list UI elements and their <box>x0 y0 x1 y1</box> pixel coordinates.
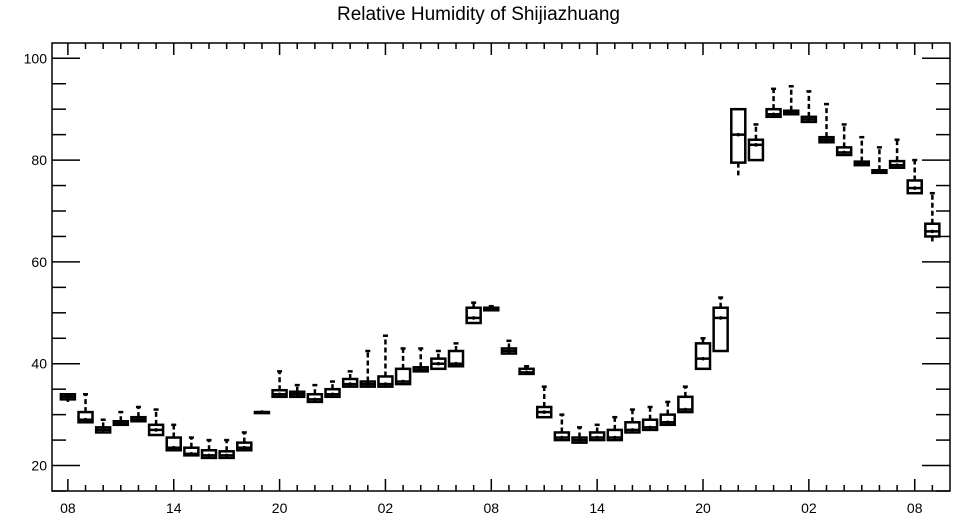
box-mean-dot <box>718 316 723 320</box>
box-mean-dot <box>595 435 599 440</box>
box-mean-dot <box>489 306 494 311</box>
box-mean-dot <box>313 397 317 402</box>
box-mean-dot <box>207 453 211 458</box>
box-mean-dot <box>789 110 794 115</box>
plot-frame <box>51 42 951 492</box>
box-mean-dot <box>454 361 458 366</box>
box <box>641 418 659 432</box>
box-mean-dot <box>242 445 247 450</box>
box-mean-dot <box>83 417 88 422</box>
box-mean-dot <box>701 356 705 361</box>
box-mean-dot <box>154 428 158 432</box>
box-mean-dot <box>136 417 141 422</box>
box-mean-dot <box>930 229 935 234</box>
x-tick-label: 20 <box>695 500 711 516</box>
box-mean-dot <box>524 370 529 375</box>
box-mean-dot <box>365 382 370 386</box>
box <box>465 306 482 325</box>
box-mean-dot <box>119 422 123 426</box>
box-mean-dot <box>224 453 229 458</box>
box-mean-dot <box>859 161 864 166</box>
box-mean-dot <box>771 112 776 117</box>
box-mean-dot <box>665 420 670 425</box>
box-mean-dot <box>171 445 176 450</box>
box-mean-dot <box>189 452 194 456</box>
box-mean-dot <box>895 163 899 167</box>
box-mean-dot <box>912 186 917 190</box>
box-mean-dot <box>577 438 582 442</box>
box-mean-dot <box>736 132 741 137</box>
box-mean-dot <box>877 170 882 174</box>
box <box>377 375 394 388</box>
box <box>659 413 676 427</box>
y-tick-label: 60 <box>31 254 47 270</box>
box <box>447 349 465 368</box>
box <box>694 342 712 371</box>
x-tick-label: 08 <box>907 500 923 516</box>
x-tick-label: 14 <box>589 500 605 516</box>
box <box>624 421 641 434</box>
box-mean-dot <box>824 137 829 142</box>
box-mean-dot <box>383 382 388 386</box>
x-tick-label: 08 <box>484 500 500 516</box>
box <box>712 306 729 353</box>
box-mean-dot <box>471 316 476 320</box>
box <box>77 410 94 424</box>
box-mean-dot <box>648 425 652 430</box>
y-tick-label: 20 <box>31 458 47 474</box>
box <box>747 138 765 162</box>
box-mean-dot <box>507 349 511 353</box>
box-mean-dot <box>807 117 811 122</box>
box-mean-dot <box>101 428 105 432</box>
x-tick-label: 08 <box>60 500 76 516</box>
box-mean-dot <box>842 150 846 155</box>
box-mean-dot <box>295 392 300 397</box>
box-mean-dot <box>560 435 564 440</box>
x-tick-label: 02 <box>801 500 817 516</box>
box-mean-dot <box>683 407 688 412</box>
box-mean-dot <box>260 410 264 414</box>
box-mean-dot <box>401 379 405 384</box>
box <box>394 367 412 386</box>
box-mean-dot <box>66 395 70 399</box>
x-tick-label: 14 <box>166 500 182 516</box>
box <box>606 428 624 442</box>
x-tick-label: 02 <box>378 500 394 516</box>
y-tick-label: 100 <box>24 50 48 66</box>
y-tick-label: 80 <box>31 152 47 168</box>
box-mean-dot <box>436 361 441 366</box>
box-mean-dot <box>348 382 352 386</box>
box-mean-dot <box>542 410 547 414</box>
box-mean-dot <box>330 392 335 397</box>
x-tick-label: 20 <box>272 500 288 516</box>
box-mean-dot <box>754 143 758 147</box>
box-mean-dot <box>277 392 282 397</box>
box <box>677 395 694 414</box>
box-mean-dot <box>630 428 635 432</box>
y-tick-label: 40 <box>31 356 47 372</box>
box-mean-dot <box>612 435 617 440</box>
chart-title: Relative Humidity of Shijiazhuang <box>336 4 621 25</box>
box-mean-dot <box>418 368 423 372</box>
